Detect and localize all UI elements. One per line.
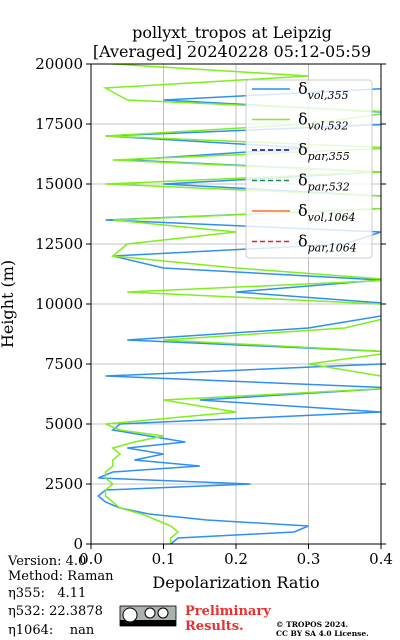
y-tick-label: 12500 xyxy=(35,235,83,253)
badge-line: Preliminary xyxy=(185,604,271,619)
profile-line xyxy=(102,64,381,544)
y-tick-label: 17500 xyxy=(35,115,83,133)
y-tick-label: 20000 xyxy=(35,55,83,73)
cc-logo xyxy=(119,605,177,627)
chart-subtitle: [Averaged] 20240228 05:12-05:59 xyxy=(93,42,371,61)
legend-label: δpar,1064 xyxy=(298,232,357,255)
y-tick-label: 5000 xyxy=(45,415,83,433)
note: Method: Raman xyxy=(8,569,114,584)
y-tick-label: 7500 xyxy=(45,355,83,373)
y-axis-label: Height (m) xyxy=(0,260,17,348)
x-tick-label: 0.4 xyxy=(369,550,393,568)
x-tick-label: 0.1 xyxy=(152,550,176,568)
legend-label: δpar,355 xyxy=(298,140,350,163)
axes: 0.0 0.1 0.2 0.3 0.4 0 2500 5000 7500 10000 12500 15… xyxy=(35,55,393,568)
y-tick-label: 15000 xyxy=(35,175,83,193)
chart-title: pollyxt_tropos at Leipzig xyxy=(132,23,332,42)
note: Version: 4.0 xyxy=(7,554,86,569)
badge-line: Results. xyxy=(185,619,244,634)
y-tick-label: 0 xyxy=(73,535,83,553)
legend-label: δvol,355 xyxy=(298,79,349,102)
y-tick-label: 10000 xyxy=(35,295,83,313)
x-tick-label: 0.0 xyxy=(79,550,103,568)
legend-label: δvol,1064 xyxy=(298,201,356,224)
y-tick-label: 2500 xyxy=(45,475,83,493)
note: η1064: nan xyxy=(8,623,95,638)
copyright: © TROPOS 2024. xyxy=(276,620,348,629)
x-axis-label: Depolarization Ratio xyxy=(152,573,319,592)
x-tick-label: 0.2 xyxy=(224,550,248,568)
x-tick-label: 0.3 xyxy=(297,550,321,568)
legend-label: δvol,532 xyxy=(298,110,349,133)
legend: δvol,355 δvol,532 δpar,355 δpar,532 δvol,106… xyxy=(252,79,357,255)
legend-label: δpar,532 xyxy=(298,171,350,194)
plot-area xyxy=(97,64,381,544)
legend-box xyxy=(245,79,373,259)
note: η355: 4.11 xyxy=(8,586,86,601)
copyright: CC BY SA 4.0 License. xyxy=(276,629,369,638)
note: η532: 22.3878 xyxy=(8,604,103,619)
